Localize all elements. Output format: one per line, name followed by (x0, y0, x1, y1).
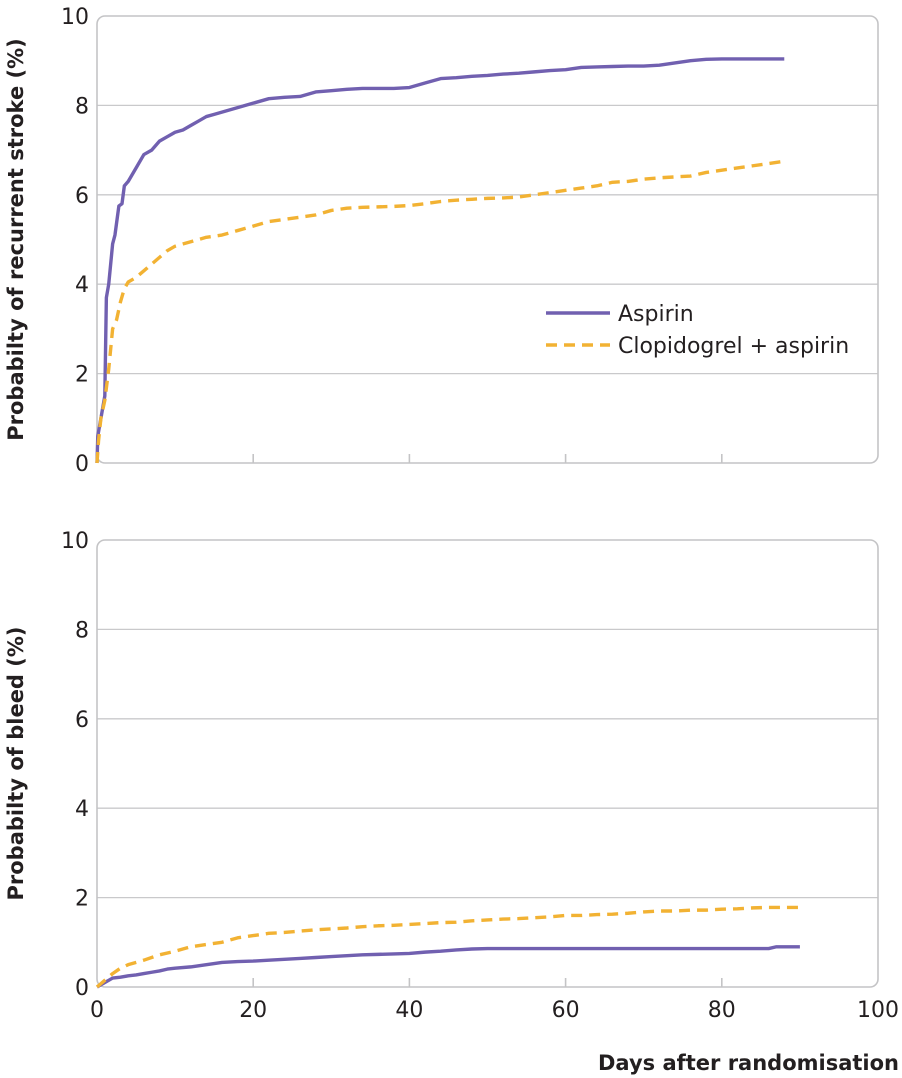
series-line-clopidogrel-aspirin (95, 159, 785, 464)
x-tick-label: 0 (90, 998, 104, 1023)
legend-label: Clopidogrel + aspirin (618, 334, 849, 359)
y-tick-label: 0 (75, 452, 89, 477)
y-tick-label: 8 (75, 618, 89, 643)
x-tick-label: 80 (708, 998, 736, 1023)
y-axis-title: Probabilty of bleed (%) (4, 626, 28, 900)
legend-label: Aspirin (618, 302, 694, 327)
y-tick-label: 10 (61, 5, 89, 30)
x-tick-label: 40 (395, 998, 423, 1023)
y-tick-label: 2 (75, 363, 89, 388)
x-tick-label: 100 (857, 998, 899, 1023)
y-tick-label: 2 (75, 887, 89, 912)
x-axis-title: Days after randomisation (598, 1051, 899, 1075)
y-tick-label: 0 (75, 976, 89, 1001)
x-tick-label: 60 (552, 998, 580, 1023)
series-line-clopidogrel-aspirin (95, 905, 800, 989)
legend: Aspirin Clopidogrel + aspirin (546, 302, 849, 359)
y-tick-label: 6 (75, 184, 89, 209)
series-line-aspirin (96, 945, 800, 989)
y-tick-label: 4 (75, 797, 89, 822)
plot-frame (96, 539, 879, 988)
stroke-panel: 0 2 4 6 8 10 Probabilty of recurrent stroke (%… (4, 5, 879, 477)
y-tick-label: 4 (75, 273, 89, 298)
series-line-aspirin (95, 57, 785, 464)
y-tick-label: 6 (75, 708, 89, 733)
y-axis-title: Probabilty of recurrent stroke (%) (4, 38, 28, 441)
x-tick-label: 20 (239, 998, 267, 1023)
plot-frame (96, 15, 879, 464)
y-tick-label: 8 (75, 94, 89, 119)
y-tick-label: 10 (61, 529, 89, 554)
